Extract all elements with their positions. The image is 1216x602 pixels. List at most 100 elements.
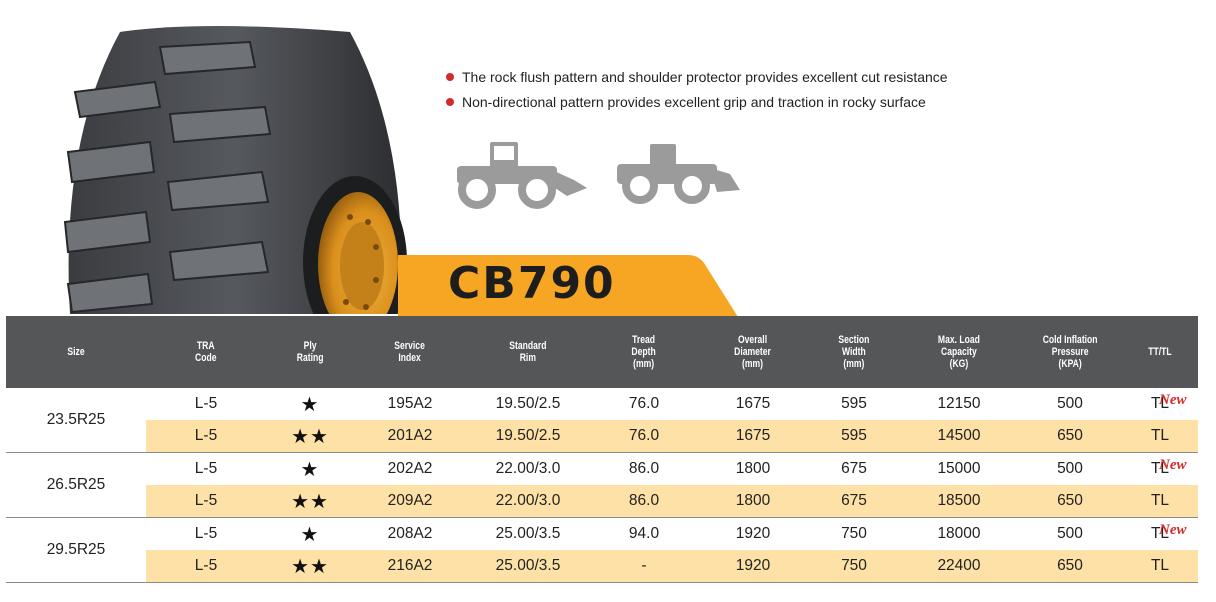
feature-item: Non-directional pattern provides excelle… xyxy=(446,89,948,114)
column-header-label: Tread Depth (mm) xyxy=(632,334,656,370)
column-header-label: TT/TL xyxy=(1148,346,1171,358)
cell-rim: 19.50/2.5 xyxy=(466,420,590,453)
ply-rating-stars: ★ xyxy=(300,458,320,481)
cell-diameter: 1800 xyxy=(698,485,808,518)
header-line: (mm) xyxy=(742,358,764,370)
header-line: Rating xyxy=(296,352,324,364)
model-name: CB790 xyxy=(448,258,616,309)
ply-rating-stars: ★★ xyxy=(266,420,354,453)
bullet-icon xyxy=(446,97,454,106)
column-header-label: Cold Inflation Pressure (KPA) xyxy=(1043,334,1098,370)
cell-tread: 86.0 xyxy=(590,485,698,518)
size-cell: 23.5R25 xyxy=(6,388,146,453)
cell-tread: - xyxy=(590,550,698,583)
header-line: Index xyxy=(398,352,422,364)
header-line: Cold Inflation xyxy=(1042,334,1098,346)
column-header: Size xyxy=(6,316,146,388)
cell-service: 195A2 xyxy=(387,395,433,412)
cell-tread: 76.0 xyxy=(628,395,660,412)
cell-load: 15000 xyxy=(937,460,981,477)
feature-item: The rock flush pattern and shoulder prot… xyxy=(446,64,948,89)
table-row: L-5 ★★ 201A2 19.50/2.5 76.0 1675 595 14500 650 TL xyxy=(6,420,1198,453)
tt-label: TL xyxy=(1150,427,1170,444)
cell-tra: L-5 xyxy=(194,525,218,542)
cell-load: 12150 xyxy=(937,395,981,412)
header-line: (KG) xyxy=(949,358,969,370)
cell-width: 595 xyxy=(808,420,900,453)
wheel-loader-icon xyxy=(457,142,587,209)
header-line: Depth xyxy=(631,346,657,358)
tt-label: TL xyxy=(1150,460,1170,477)
cell-tt: TL xyxy=(1122,550,1198,583)
cell-service: 202A2 xyxy=(387,460,433,477)
cell-width: 750 xyxy=(808,550,900,583)
cell-width: 675 xyxy=(808,485,900,518)
cell-service: 216A2 xyxy=(354,550,466,583)
header-line: Service xyxy=(394,340,426,352)
cell-width: 595 xyxy=(841,395,867,412)
tt-label: TL xyxy=(1150,492,1170,509)
cell-tt: TL xyxy=(1122,420,1198,453)
ply-rating-stars: ★★ xyxy=(266,550,354,583)
cell-width: 675 xyxy=(841,460,867,477)
column-header: TRA Code xyxy=(146,316,266,388)
table-row: L-5 ★★ 209A2 22.00/3.0 86.0 1800 675 18500 650 TL xyxy=(6,485,1198,518)
header-line: TRA xyxy=(197,340,215,352)
column-header: Tread Depth (mm) xyxy=(590,316,698,388)
cell-tt: TL New xyxy=(1122,518,1198,551)
cell-tread: 76.0 xyxy=(590,420,698,453)
cell-rim: 22.00/3.0 xyxy=(495,460,561,477)
table-header: Size TRA Code Ply Rating Service Index Standard… xyxy=(6,316,1198,388)
cell-width: 750 xyxy=(841,525,867,542)
column-header: Cold Inflation Pressure (KPA) xyxy=(1018,316,1122,388)
column-header: Max. Load Capacity (KG) xyxy=(900,316,1018,388)
header-line: Width xyxy=(842,346,866,358)
new-badge: New xyxy=(1159,457,1187,473)
spec-table: Size TRA Code Ply Rating Service Index Standard… xyxy=(6,316,1198,583)
header-line: Diameter xyxy=(734,346,772,358)
cell-diameter: 1920 xyxy=(735,525,771,542)
header-line: (KPA) xyxy=(1058,358,1082,370)
cell-rim: 25.00/3.5 xyxy=(466,550,590,583)
new-badge: New xyxy=(1159,392,1187,408)
table-row: 23.5R25 L-5 ★ 195A2 19.50/2.5 76.0 1675 595 1215… xyxy=(6,388,1198,453)
cell-diameter: 1920 xyxy=(698,550,808,583)
cell-tt: TL New xyxy=(1122,453,1198,486)
feature-text: The rock flush pattern and shoulder prot… xyxy=(462,68,948,85)
column-header-label: Size xyxy=(67,346,84,358)
column-header: TT/TL xyxy=(1122,316,1198,388)
size-cell: 29.5R25 xyxy=(6,517,146,583)
header-line: (mm) xyxy=(843,358,865,370)
cell-rim: 25.00/3.5 xyxy=(495,525,561,542)
cell-pressure: 500 xyxy=(1057,525,1083,542)
tt-label: TL xyxy=(1150,557,1170,574)
column-header-label: Ply Rating xyxy=(297,340,324,364)
cell-tra: L-5 xyxy=(194,395,218,412)
column-header-label: Max. Load Capacity (KG) xyxy=(938,334,980,370)
header-line: Ply xyxy=(303,340,317,352)
cell-tread: 86.0 xyxy=(628,460,660,477)
cell-pressure: 650 xyxy=(1018,420,1122,453)
cell-load: 18500 xyxy=(900,485,1018,518)
cell-tra: L-5 xyxy=(194,460,218,477)
feature-text: Non-directional pattern provides excelle… xyxy=(462,93,926,110)
column-header-label: Overall Diameter (mm) xyxy=(735,334,772,370)
column-header-label: Section Width (mm) xyxy=(838,334,869,370)
header-line: Section xyxy=(838,334,870,346)
ply-rating-stars: ★ xyxy=(300,523,320,546)
ply-rating-stars: ★★ xyxy=(266,485,354,518)
cell-tt: TL xyxy=(1122,485,1198,518)
cell-rim: 22.00/3.0 xyxy=(466,485,590,518)
table-row: 26.5R25 L-5 ★ 202A2 22.00/3.0 86.0 1800 675 1500… xyxy=(6,452,1198,518)
size-cell: 26.5R25 xyxy=(6,452,146,518)
column-header: Overall Diameter (mm) xyxy=(698,316,808,388)
header-line: Overall xyxy=(738,334,768,346)
bullet-icon xyxy=(446,72,454,81)
header-line: Tread xyxy=(632,334,656,346)
model-banner xyxy=(398,255,738,317)
cell-diameter: 1675 xyxy=(735,395,771,412)
tire-image xyxy=(63,26,407,314)
cell-diameter: 1675 xyxy=(698,420,808,453)
header-line: (mm) xyxy=(633,358,655,370)
wheel-loader-icon xyxy=(617,144,740,204)
